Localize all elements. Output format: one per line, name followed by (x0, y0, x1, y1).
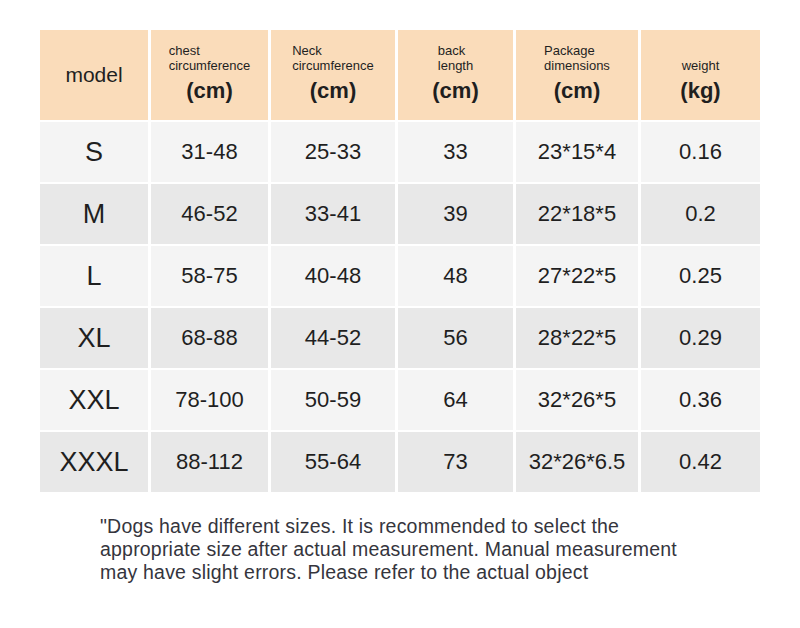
header-line: dimensions (544, 58, 610, 73)
value-cell: 32*26*5 (516, 370, 638, 430)
header-unit: (cm) (186, 78, 232, 104)
value-cell: 0.25 (641, 246, 760, 306)
value-cell: 23*15*4 (516, 122, 638, 182)
header-line: Package (544, 43, 610, 58)
header-back-length: back length (cm) (398, 30, 513, 120)
value-cell: 55-64 (271, 432, 395, 492)
header-package-dimensions: Package dimensions (cm) (516, 30, 638, 120)
value-cell: 39 (398, 184, 513, 244)
header-chest-circumference: chest circumference (cm) (151, 30, 268, 120)
header-line: Neck (292, 43, 374, 58)
value-cell: 33 (398, 122, 513, 182)
value-cell: 0.2 (641, 184, 760, 244)
header-line: chest (169, 43, 251, 58)
header-line: weight (682, 58, 720, 73)
header-unit: (cm) (554, 78, 600, 104)
value-cell: 56 (398, 308, 513, 368)
model-cell: XL (40, 308, 148, 368)
size-note-line: may have slight errors. Please refer to … (100, 561, 677, 584)
header-line: back (438, 43, 473, 58)
value-cell: 0.29 (641, 308, 760, 368)
size-note-line: appropriate size after actual measuremen… (100, 538, 677, 561)
value-cell: 88-112 (151, 432, 268, 492)
value-cell: 46-52 (151, 184, 268, 244)
value-cell: 32*26*6.5 (516, 432, 638, 492)
model-cell: M (40, 184, 148, 244)
value-cell: 0.42 (641, 432, 760, 492)
header-unit: (cm) (432, 78, 478, 104)
value-cell: 28*22*5 (516, 308, 638, 368)
value-cell: 44-52 (271, 308, 395, 368)
value-cell: 58-75 (151, 246, 268, 306)
header-line: circumference (292, 58, 374, 73)
value-cell: 68-88 (151, 308, 268, 368)
model-cell: L (40, 246, 148, 306)
value-cell: 64 (398, 370, 513, 430)
value-cell: 78-100 (151, 370, 268, 430)
value-cell: 73 (398, 432, 513, 492)
model-cell: XXXL (40, 432, 148, 492)
model-cell: S (40, 122, 148, 182)
header-unit: (cm) (310, 78, 356, 104)
size-chart-table: model chest circumference (cm) Neck circ… (40, 30, 760, 492)
model-cell: XXL (40, 370, 148, 430)
header-model-label: model (65, 63, 122, 87)
header-line (682, 43, 720, 58)
header-line: circumference (169, 58, 251, 73)
size-note-line: "Dogs have different sizes. It is recomm… (100, 515, 677, 538)
value-cell: 33-41 (271, 184, 395, 244)
header-neck-circumference: Neck circumference (cm) (271, 30, 395, 120)
value-cell: 31-48 (151, 122, 268, 182)
size-note: "Dogs have different sizes. It is recomm… (100, 515, 677, 584)
value-cell: 0.36 (641, 370, 760, 430)
value-cell: 48 (398, 246, 513, 306)
header-line: length (438, 58, 473, 73)
header-weight: weight (kg) (641, 30, 760, 120)
header-model: model (40, 30, 148, 120)
value-cell: 22*18*5 (516, 184, 638, 244)
value-cell: 25-33 (271, 122, 395, 182)
value-cell: 0.16 (641, 122, 760, 182)
header-unit: (kg) (680, 78, 720, 104)
value-cell: 27*22*5 (516, 246, 638, 306)
value-cell: 40-48 (271, 246, 395, 306)
value-cell: 50-59 (271, 370, 395, 430)
